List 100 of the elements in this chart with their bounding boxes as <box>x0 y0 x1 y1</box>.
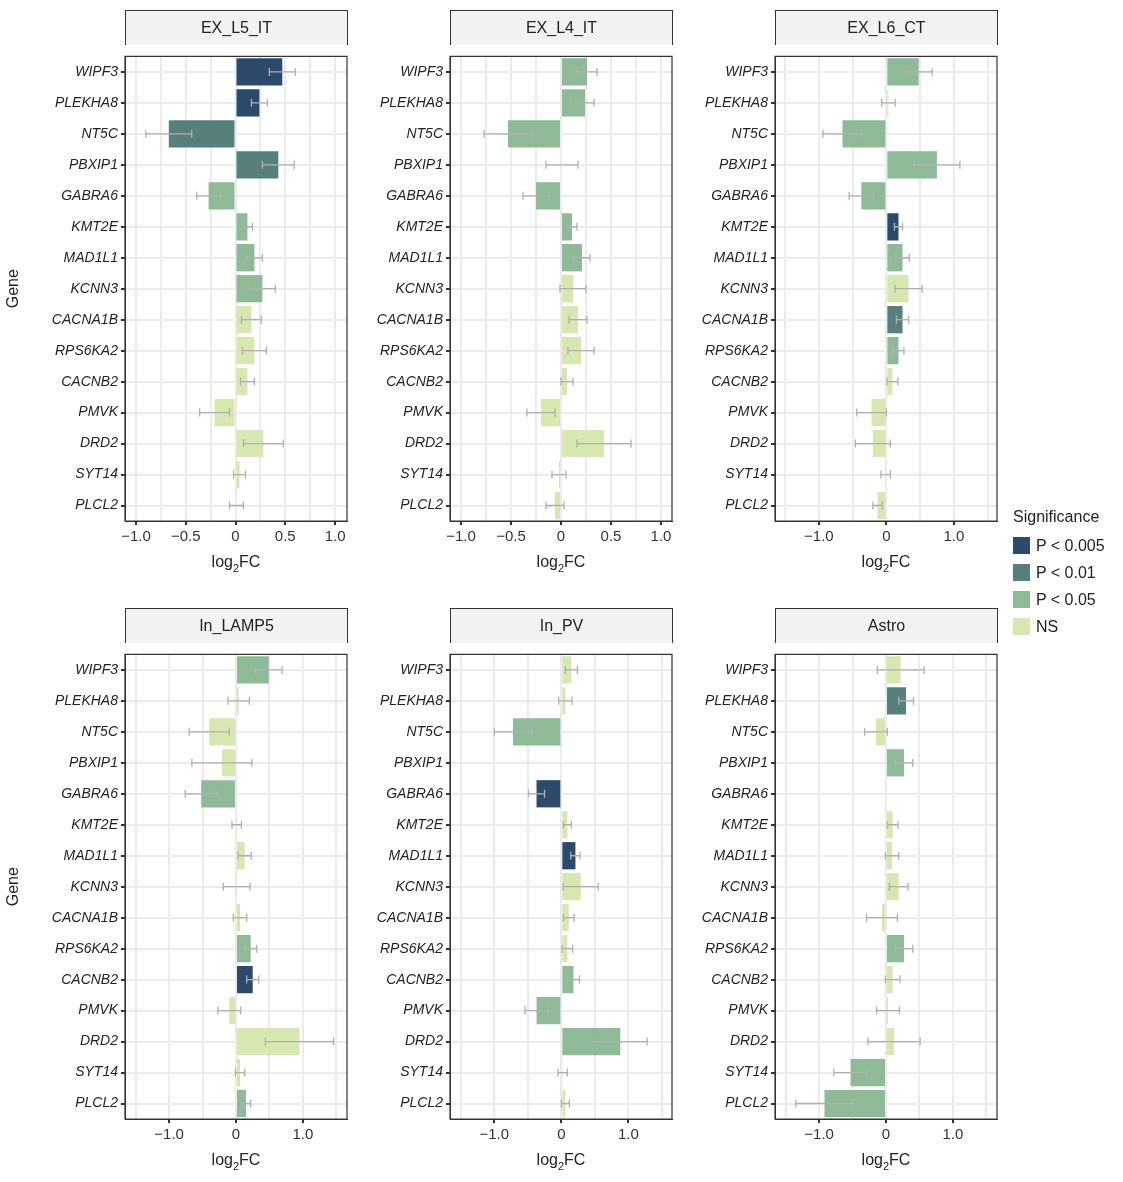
y-tick-label: DRD2 <box>404 434 444 451</box>
x-tick-label: 0 <box>881 1125 891 1143</box>
y-tick-label: RPS6KA2 <box>54 341 119 358</box>
y-tick-label: DRD2 <box>729 434 769 451</box>
x-tick-label: 0.5 <box>274 527 296 545</box>
x-tick-label: −1.0 <box>804 527 834 545</box>
y-tick-label: KMT2E <box>71 815 119 832</box>
y-tick-label: WIPF3 <box>400 660 444 677</box>
y-tick-label: PBXIP1 <box>68 753 118 770</box>
y-tick-label: SYT14 <box>75 1063 119 1080</box>
y-tick-label: KMT2E <box>721 815 769 832</box>
y-tick-label: CACNA1B <box>376 310 443 327</box>
y-tick-label: PLCL2 <box>725 1094 769 1111</box>
y-tick-label: PMVK <box>403 1001 444 1018</box>
y-tick-label: WIPF3 <box>725 62 769 79</box>
y-tick-label: PBXIP1 <box>393 155 443 172</box>
y-tick-label: RPS6KA2 <box>704 341 769 358</box>
x-tick-label: 0 <box>231 527 240 545</box>
x-tick-label: 0 <box>556 527 566 545</box>
y-tick-label: PLCL2 <box>725 496 769 513</box>
y-tick-label: KMT2E <box>396 815 444 832</box>
y-tick-label: MAD1L1 <box>388 846 443 863</box>
y-axis-title: Gene <box>4 867 22 907</box>
y-tick-label: NT5C <box>81 722 119 739</box>
y-tick-label: GABRA6 <box>61 186 119 203</box>
y-tick-label: CACNA1B <box>701 908 768 925</box>
y-tick-label: DRD2 <box>79 434 119 451</box>
y-tick-label: NT5C <box>406 722 444 739</box>
y-tick-label: SYT14 <box>75 465 119 482</box>
x-tick-label: 1.0 <box>292 1125 314 1143</box>
y-tick-label: PLEKHA8 <box>379 691 444 708</box>
chart-title: EX_L6_CT <box>775 10 998 45</box>
y-tick-label: PBXIP1 <box>718 753 768 770</box>
x-tick-label: 1.0 <box>943 527 965 545</box>
y-axis-title: Gene <box>4 269 22 309</box>
y-tick-label: WIPF3 <box>400 62 444 79</box>
y-tick-label: KCNN3 <box>395 279 444 296</box>
y-tick-label: PLEKHA8 <box>54 93 119 110</box>
y-tick-label: RPS6KA2 <box>379 341 444 358</box>
y-tick-label: NT5C <box>81 124 119 141</box>
x-tick-label: 1.0 <box>942 1125 964 1143</box>
x-tick-label: −1.0 <box>121 527 151 545</box>
y-tick-label: CACNA1B <box>51 310 118 327</box>
y-tick-label: PLEKHA8 <box>379 93 444 110</box>
chart-title: In_LAMP5 <box>125 608 348 643</box>
y-tick-label: WIPF3 <box>75 62 119 79</box>
chart-title: In_PV <box>450 608 673 643</box>
y-tick-label: CACNB2 <box>711 372 769 389</box>
x-tick-label: −1.0 <box>154 1125 184 1143</box>
y-tick-label: SYT14 <box>725 1063 769 1080</box>
y-tick-label: GABRA6 <box>61 784 119 801</box>
y-tick-label: DRD2 <box>404 1032 444 1049</box>
x-tick-label: 0.5 <box>600 527 622 545</box>
y-tick-label: GABRA6 <box>386 784 444 801</box>
y-tick-label: CACNA1B <box>51 908 118 925</box>
x-tick-label: −0.5 <box>170 527 201 545</box>
x-tick-label: 1.0 <box>324 527 346 545</box>
x-tick-label: 0 <box>882 527 891 545</box>
y-tick-label: RPS6KA2 <box>704 939 769 956</box>
chart-title: EX_L5_IT <box>125 10 348 45</box>
y-tick-label: PLCL2 <box>75 496 119 513</box>
y-tick-label: WIPF3 <box>75 660 119 677</box>
y-tick-label: PMVK <box>403 403 444 420</box>
y-tick-label: PLEKHA8 <box>704 691 769 708</box>
y-tick-label: PLCL2 <box>400 1094 444 1111</box>
y-tick-label: RPS6KA2 <box>379 939 444 956</box>
y-tick-label: NT5C <box>731 124 769 141</box>
y-tick-label: PBXIP1 <box>718 155 768 172</box>
y-tick-label: MAD1L1 <box>713 248 768 265</box>
y-tick-label: CACNA1B <box>701 310 768 327</box>
chart-title: Astro <box>775 608 998 643</box>
y-tick-label: SYT14 <box>400 1063 444 1080</box>
x-tick-label: 1.0 <box>617 1125 639 1143</box>
y-tick-label: PLEKHA8 <box>54 691 119 708</box>
legend-label: P < 0.05 <box>1036 590 1096 609</box>
x-tick-label: 0 <box>231 1125 241 1143</box>
y-tick-label: NT5C <box>406 124 444 141</box>
y-tick-label: DRD2 <box>79 1032 119 1049</box>
y-tick-label: PBXIP1 <box>393 753 443 770</box>
y-tick-label: MAD1L1 <box>713 846 768 863</box>
y-tick-label: CACNB2 <box>61 970 119 987</box>
y-tick-label: DRD2 <box>729 1032 769 1049</box>
y-tick-label: KMT2E <box>71 217 119 234</box>
y-tick-label: CACNB2 <box>386 970 444 987</box>
y-tick-label: PMVK <box>728 1001 769 1018</box>
x-tick-label: −1.0 <box>479 1125 510 1143</box>
y-tick-label: PMVK <box>728 403 769 420</box>
x-tick-label: −1.0 <box>446 527 476 545</box>
y-tick-label: CACNB2 <box>61 372 119 389</box>
y-tick-label: KCNN3 <box>70 279 119 296</box>
y-tick-label: GABRA6 <box>386 186 444 203</box>
y-tick-label: WIPF3 <box>725 660 769 677</box>
y-tick-label: PLEKHA8 <box>704 93 769 110</box>
y-tick-label: PLCL2 <box>400 496 444 513</box>
y-tick-label: CACNB2 <box>711 970 769 987</box>
y-tick-label: KCNN3 <box>720 877 769 894</box>
y-tick-label: PLCL2 <box>75 1094 119 1111</box>
y-tick-label: KMT2E <box>396 217 444 234</box>
y-tick-label: KCNN3 <box>70 877 119 894</box>
x-tick-label: 1.0 <box>650 527 672 545</box>
